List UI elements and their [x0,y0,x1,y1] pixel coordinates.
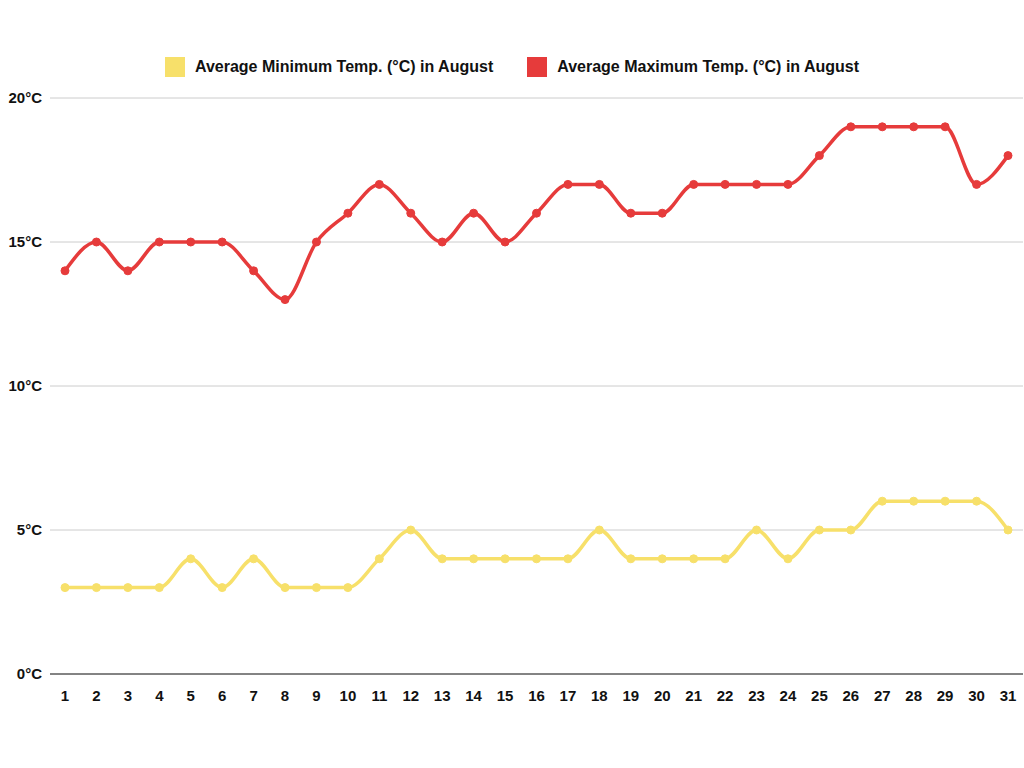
svg-text:15°C: 15°C [8,233,42,250]
svg-text:12: 12 [402,687,419,704]
svg-text:31: 31 [1000,687,1016,704]
svg-text:25: 25 [811,687,828,704]
svg-text:3: 3 [124,687,132,704]
svg-text:0°C: 0°C [17,665,42,682]
svg-text:1: 1 [61,687,69,704]
svg-text:11: 11 [371,687,387,704]
svg-text:20: 20 [654,687,671,704]
svg-text:2: 2 [92,687,100,704]
html-text:Average Minimum Temp. (°C) in: Average Minimum Temp. (°C) in August [194,58,494,75]
svg-text:27: 27 [874,687,891,704]
svg-text:10: 10 [340,687,357,704]
html-text:Average Maximum Temp. (°C) in: Average Maximum Temp. (°C) in August [557,58,859,75]
svg-text:29: 29 [937,687,954,704]
svg-text:16: 16 [528,687,545,704]
svg-text:13: 13 [434,687,451,704]
svg-text:4: 4 [155,687,164,704]
svg-text:18: 18 [591,687,608,704]
svg-text:23: 23 [748,687,765,704]
svg-text:10°C: 10°C [8,377,42,394]
svg-text:15: 15 [497,687,514,704]
svg-text:21: 21 [685,687,702,704]
svg-text:14: 14 [465,687,482,704]
svg-text:7: 7 [249,687,257,704]
svg-text:24: 24 [780,687,797,704]
svg-text:20°C: 20°C [8,89,42,106]
svg-text:6: 6 [218,687,226,704]
svg-text:5: 5 [187,687,195,704]
svg-text:9: 9 [312,687,320,704]
svg-text:22: 22 [717,687,734,704]
svg-text:28: 28 [905,687,922,704]
svg-text:30: 30 [968,687,985,704]
svg-text:19: 19 [622,687,639,704]
svg-text:17: 17 [560,687,577,704]
svg-text:8: 8 [281,687,289,704]
svg-text:26: 26 [842,687,859,704]
svg-text:5°C: 5°C [17,521,42,538]
